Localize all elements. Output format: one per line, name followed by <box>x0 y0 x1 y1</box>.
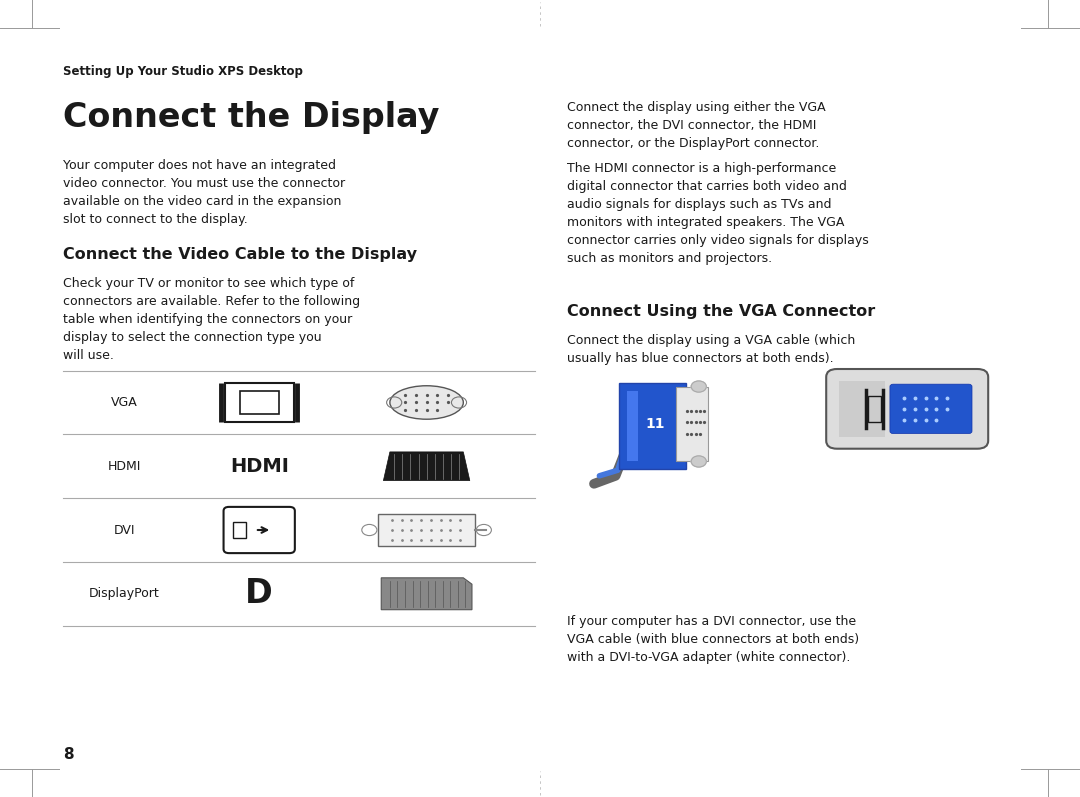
Text: 8: 8 <box>63 747 73 762</box>
FancyBboxPatch shape <box>233 522 246 538</box>
Circle shape <box>691 381 706 392</box>
Text: Connect the Video Cable to the Display: Connect the Video Cable to the Display <box>63 247 417 262</box>
FancyBboxPatch shape <box>240 391 279 414</box>
Circle shape <box>691 456 706 467</box>
Text: Connect the display using either the VGA
connector, the DVI connector, the HDMI
: Connect the display using either the VGA… <box>567 101 825 150</box>
Text: VGA: VGA <box>111 396 137 409</box>
Text: DisplayPort: DisplayPort <box>89 587 160 600</box>
FancyBboxPatch shape <box>619 383 686 469</box>
Text: Setting Up Your Studio XPS Desktop: Setting Up Your Studio XPS Desktop <box>63 65 302 78</box>
Text: Connect the display using a VGA cable (which
usually has blue connectors at both: Connect the display using a VGA cable (w… <box>567 334 855 365</box>
Ellipse shape <box>390 386 463 419</box>
Polygon shape <box>383 452 470 481</box>
FancyBboxPatch shape <box>868 396 881 422</box>
FancyBboxPatch shape <box>826 369 988 449</box>
Text: Check your TV or monitor to see which type of
connectors are available. Refer to: Check your TV or monitor to see which ty… <box>63 277 360 363</box>
Text: Connect Using the VGA Connector: Connect Using the VGA Connector <box>567 304 875 320</box>
FancyBboxPatch shape <box>676 387 708 461</box>
FancyBboxPatch shape <box>890 384 972 434</box>
Text: Connect the Display: Connect the Display <box>63 101 438 134</box>
FancyBboxPatch shape <box>378 514 475 546</box>
Text: 11: 11 <box>646 417 665 431</box>
Text: HDMI: HDMI <box>108 460 140 473</box>
Text: The HDMI connector is a high-performance
digital connector that carries both vid: The HDMI connector is a high-performance… <box>567 162 868 265</box>
FancyBboxPatch shape <box>839 381 885 437</box>
Text: If your computer has a DVI connector, use the
VGA cable (with blue connectors at: If your computer has a DVI connector, us… <box>567 615 859 664</box>
FancyBboxPatch shape <box>265 579 273 586</box>
Text: HDMI: HDMI <box>230 457 288 476</box>
Polygon shape <box>381 578 472 610</box>
Text: DVI: DVI <box>113 524 135 536</box>
FancyBboxPatch shape <box>224 507 295 553</box>
FancyBboxPatch shape <box>225 383 294 422</box>
Text: Your computer does not have an integrated
video connector. You must use the conn: Your computer does not have an integrate… <box>63 159 345 226</box>
Text: D: D <box>245 577 273 611</box>
FancyBboxPatch shape <box>627 391 638 461</box>
